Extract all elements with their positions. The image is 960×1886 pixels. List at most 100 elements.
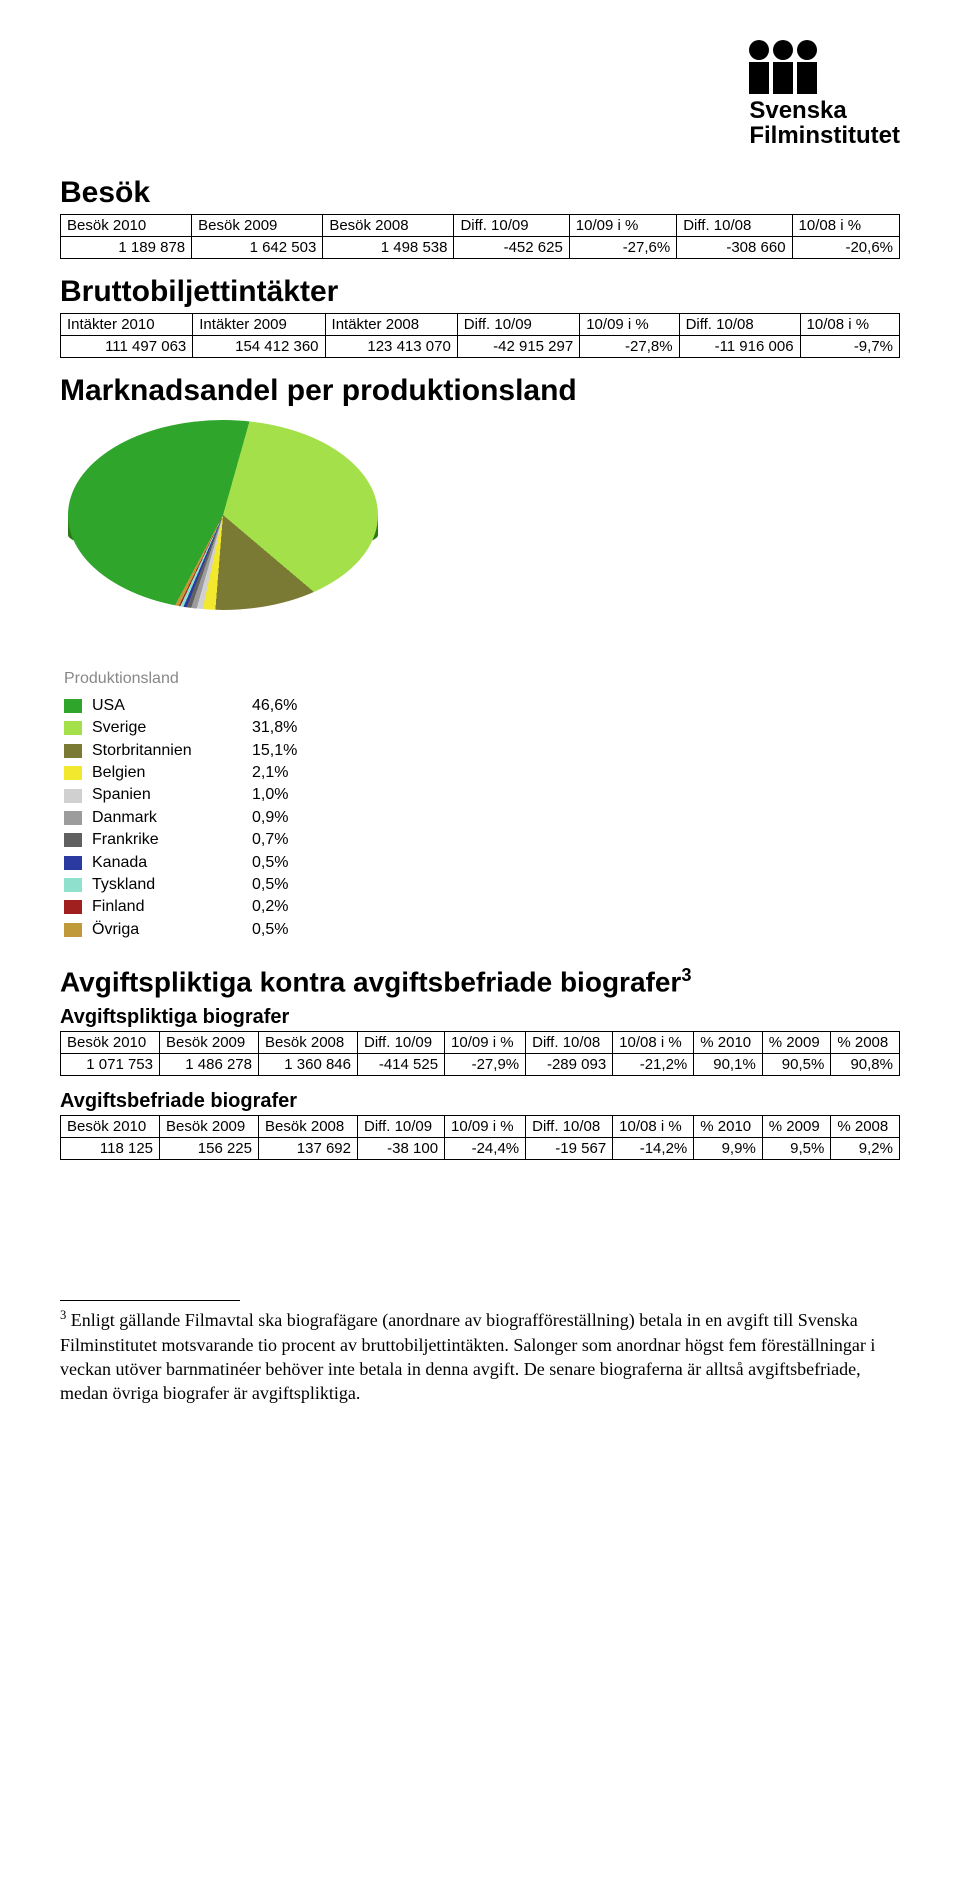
- logo-bar-icon: [749, 62, 769, 94]
- table-data-cell: -24,4%: [445, 1138, 526, 1160]
- table-data-cell: 90,1%: [694, 1054, 763, 1076]
- table-header-cell: 10/08 i %: [613, 1116, 694, 1138]
- heading-avgiftsbefriade: Avgiftsbefriade biografer: [60, 1090, 900, 1113]
- legend-swatch-icon: [64, 923, 82, 937]
- table-header-cell: 10/09 i %: [580, 314, 679, 336]
- heading-besok: Besök: [60, 176, 900, 210]
- legend-percent: 0,7%: [252, 829, 288, 851]
- legend-percent: 0,9%: [252, 807, 288, 829]
- legend-swatch-icon: [64, 856, 82, 870]
- table-data-cell: 90,8%: [831, 1054, 900, 1076]
- heading-brutto: Bruttobiljettintäkter: [60, 275, 900, 309]
- table-data-cell: 1 642 503: [192, 237, 323, 259]
- table-data-cell: -27,8%: [580, 336, 679, 358]
- table-data-cell: 156 225: [160, 1138, 259, 1160]
- table-header-cell: Diff. 10/08: [679, 314, 800, 336]
- legend-swatch-icon: [64, 721, 82, 735]
- legend-swatch-icon: [64, 766, 82, 780]
- logo-text-line2: Filminstitutet: [749, 123, 900, 148]
- legend-label: Danmark: [92, 807, 242, 829]
- table-header-cell: % 2008: [831, 1116, 900, 1138]
- table-data-cell: -19 567: [526, 1138, 613, 1160]
- legend-label: Sverige: [92, 717, 242, 739]
- table-data-cell: -289 093: [526, 1054, 613, 1076]
- table-header-cell: Besök 2008: [323, 215, 454, 237]
- legend-row: Sverige 31,8%: [64, 717, 900, 739]
- footnote-rule: [60, 1300, 240, 1301]
- legend-percent: 15,1%: [252, 740, 297, 762]
- legend-percent: 31,8%: [252, 717, 297, 739]
- logo-dot-icon: [749, 40, 769, 60]
- table-brutto: Intäkter 2010Intäkter 2009Intäkter 2008D…: [60, 313, 900, 358]
- legend-row: Tyskland 0,5%: [64, 874, 900, 896]
- legend-swatch-icon: [64, 900, 82, 914]
- legend-row: Belgien 2,1%: [64, 762, 900, 784]
- table-header-cell: Diff. 10/09: [454, 215, 569, 237]
- table-data-cell: -21,2%: [613, 1054, 694, 1076]
- table-data-cell: 1 486 278: [160, 1054, 259, 1076]
- legend-row: Danmark 0,9%: [64, 807, 900, 829]
- legend-label: Spanien: [92, 784, 242, 806]
- legend-label: Finland: [92, 896, 242, 918]
- logo: Svenska Filminstitutet: [60, 40, 900, 148]
- footnote-text: Enligt gällande Filmavtal ska biografäga…: [60, 1310, 875, 1403]
- legend-percent: 2,1%: [252, 762, 288, 784]
- table-header-cell: Diff. 10/08: [677, 215, 792, 237]
- legend-row: Storbritannien15,1%: [64, 740, 900, 762]
- legend-percent: 0,5%: [252, 852, 288, 874]
- table-avgiftsbefriade: Besök 2010Besök 2009Besök 2008Diff. 10/0…: [60, 1115, 900, 1160]
- table-data-cell: -11 916 006: [679, 336, 800, 358]
- legend-label: Belgien: [92, 762, 242, 784]
- table-header-cell: % 2009: [762, 1116, 831, 1138]
- table-header-cell: Diff. 10/08: [526, 1032, 613, 1054]
- legend: Produktionsland USA46,6%Sverige31,8%Stor…: [64, 668, 900, 941]
- table-header-cell: Intäkter 2010: [61, 314, 193, 336]
- legend-row: Frankrike 0,7%: [64, 829, 900, 851]
- table-data-cell: 9,2%: [831, 1138, 900, 1160]
- legend-row: USA46,6%: [64, 695, 900, 717]
- legend-row: Övriga0,5%: [64, 919, 900, 941]
- table-data-cell: 90,5%: [762, 1054, 831, 1076]
- heading-avgiftspliktiga: Avgiftspliktiga biografer: [60, 1006, 900, 1029]
- legend-swatch-icon: [64, 811, 82, 825]
- heading-marknadsandel: Marknadsandel per produktionsland: [60, 374, 900, 408]
- table-data-cell: 9,9%: [694, 1138, 763, 1160]
- table-data-cell: -27,9%: [445, 1054, 526, 1076]
- table-header-cell: Besök 2009: [192, 215, 323, 237]
- legend-label: Frankrike: [92, 829, 242, 851]
- table-data-cell: 111 497 063: [61, 336, 193, 358]
- table-header-cell: % 2010: [694, 1032, 763, 1054]
- table-data-cell: 1 498 538: [323, 237, 454, 259]
- table-data-cell: 1 360 846: [259, 1054, 358, 1076]
- table-data-cell: -27,6%: [569, 237, 676, 259]
- legend-swatch-icon: [64, 744, 82, 758]
- table-header-cell: Diff. 10/09: [457, 314, 579, 336]
- legend-label: Övriga: [92, 919, 242, 941]
- legend-label: USA: [92, 695, 242, 717]
- pie-chart: [60, 420, 900, 650]
- table-header-cell: Diff. 10/09: [358, 1116, 445, 1138]
- table-header-cell: Besök 2009: [160, 1116, 259, 1138]
- table-data-cell: -9,7%: [800, 336, 899, 358]
- legend-label: Tyskland: [92, 874, 242, 896]
- table-header-cell: Besök 2010: [61, 1116, 160, 1138]
- table-header-cell: 10/09 i %: [445, 1116, 526, 1138]
- legend-swatch-icon: [64, 789, 82, 803]
- logo-dot-icon: [797, 40, 817, 60]
- heading-avgifts-sup: 3: [681, 965, 691, 985]
- heading-avgifts-section: Avgiftspliktiga kontra avgiftsbefriade b…: [60, 965, 900, 998]
- footnote: 3 Enligt gällande Filmavtal ska biografä…: [60, 1307, 900, 1405]
- table-header-cell: Besök 2008: [259, 1116, 358, 1138]
- table-header-cell: Intäkter 2008: [325, 314, 457, 336]
- table-data-cell: 118 125: [61, 1138, 160, 1160]
- table-data-cell: -14,2%: [613, 1138, 694, 1160]
- table-data-cell: 9,5%: [762, 1138, 831, 1160]
- heading-avgifts-text: Avgiftspliktiga kontra avgiftsbefriade b…: [60, 966, 681, 997]
- table-header-cell: Besök 2010: [61, 1032, 160, 1054]
- table-header-cell: 10/08 i %: [792, 215, 899, 237]
- table-data-cell: -20,6%: [792, 237, 899, 259]
- logo-bar-icon: [773, 62, 793, 94]
- table-data-cell: 123 413 070: [325, 336, 457, 358]
- legend-swatch-icon: [64, 699, 82, 713]
- legend-percent: 0,5%: [252, 874, 288, 896]
